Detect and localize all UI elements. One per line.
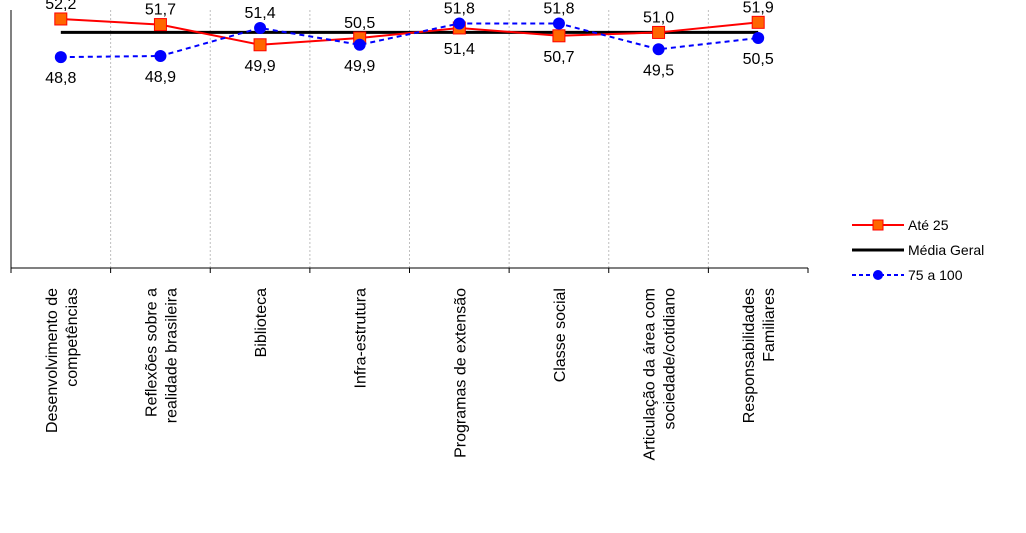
category-label-line: realidade brasileira [163, 288, 180, 423]
series-marker [552, 17, 565, 30]
series-marker [652, 25, 666, 39]
data-label: 49,5 [643, 62, 674, 79]
series-marker [552, 29, 566, 43]
category-label-line: competências [64, 288, 81, 387]
legend-item: 75 a 100 [852, 267, 963, 283]
category-label-line: Familiares [761, 288, 778, 362]
series-marker [652, 43, 665, 56]
category-label-line: sociedade/cotidiano [662, 288, 679, 430]
category-label-line: Articulação da área com [642, 288, 659, 461]
legend-marker [873, 270, 883, 280]
legend-marker [872, 219, 884, 231]
category-label: Programas de extensão [452, 288, 469, 458]
series-line [60, 22, 759, 59]
category-label-line: Reflexões sobre a [143, 288, 160, 417]
data-label: 51,8 [444, 0, 475, 17]
category-label-line: Programas de extensão [452, 288, 469, 458]
legend-item: Média Geral [852, 242, 984, 258]
grid-lines [110, 10, 709, 268]
series-marker [453, 17, 466, 30]
data-label: 51,9 [743, 0, 774, 16]
series-marker [54, 51, 67, 64]
category-label: Biblioteca [253, 288, 270, 357]
category-label: Responsabilidades Familiares [741, 288, 778, 423]
category-label-line: Infra-estrutura [353, 288, 370, 389]
series-marker [353, 38, 366, 51]
data-label: 51,7 [145, 2, 176, 19]
data-label: 51,4 [244, 5, 275, 22]
axes [10, 10, 809, 273]
data-label: 50,7 [543, 49, 574, 66]
series-marker [54, 12, 68, 26]
category-label: Classe social [552, 288, 569, 382]
category-label: Articulação da área com sociedade/cotidia… [642, 288, 679, 461]
data-label: 48,9 [145, 69, 176, 86]
legend-label: Média Geral [908, 242, 984, 258]
data-label: 52,2 [45, 0, 76, 13]
category-label: Reflexões sobre a realidade brasileira [143, 288, 180, 423]
series-line [60, 17, 759, 46]
category-labels: Desenvolvimento de competências Reflexões … [44, 288, 778, 461]
data-label: 51,0 [643, 9, 674, 26]
legend-item: Até 25 [852, 217, 949, 233]
data-label: 51,4 [444, 41, 475, 58]
data-label: 50,5 [344, 15, 375, 32]
category-label: Desenvolvimento de competências [44, 288, 81, 433]
data-label: 51,8 [543, 0, 574, 17]
legend-label: 75 a 100 [908, 267, 963, 283]
series-layer [54, 12, 765, 64]
series-marker [254, 21, 267, 34]
series-marker [253, 38, 267, 52]
legend-label: Até 25 [908, 217, 949, 233]
category-label-line: Desenvolvimento de [44, 288, 61, 433]
category-label: Infra-estrutura [353, 288, 370, 389]
data-label: 48,8 [45, 70, 76, 87]
data-labels: 52,2 48,8 51,7 48,9 51,4 49,9 50,5 49,9 51,4 51,8… [45, 0, 774, 87]
series-marker [751, 15, 765, 29]
data-label: 49,9 [244, 58, 275, 75]
series-marker [154, 49, 167, 62]
category-label-line: Responsabilidades [741, 288, 758, 423]
category-label-line: Classe social [552, 288, 569, 382]
series-marker [153, 18, 167, 32]
data-label: 50,5 [743, 51, 774, 68]
category-label-line: Biblioteca [253, 288, 270, 357]
series-marker [752, 32, 765, 45]
data-label: 49,9 [344, 58, 375, 75]
legend: Até 25 Média Geral 75 a 100 [852, 217, 984, 283]
